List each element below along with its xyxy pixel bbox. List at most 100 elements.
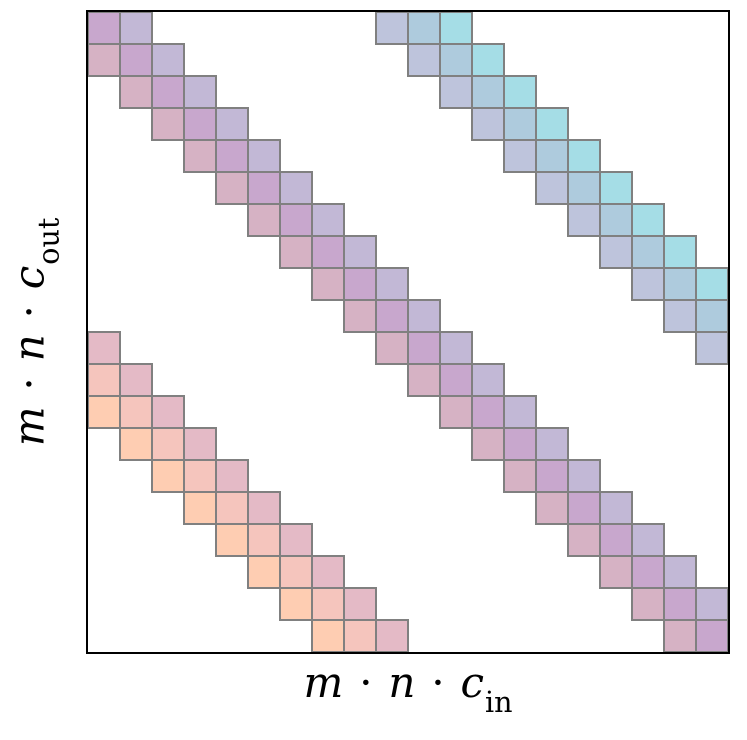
- matrix-cell: [311, 587, 345, 621]
- matrix-cell: [535, 139, 569, 173]
- matrix-cell: [279, 171, 313, 205]
- matrix-cell: [567, 171, 601, 205]
- matrix-cell: [247, 171, 281, 205]
- matrix-cell: [279, 203, 313, 237]
- matrix-cell: [279, 523, 313, 557]
- matrix-cell: [279, 555, 313, 589]
- matrix-cell: [311, 267, 345, 301]
- matrix-cell: [631, 235, 665, 269]
- matrix-cell: [311, 555, 345, 589]
- matrix-cell: [215, 491, 249, 525]
- matrix-cell: [471, 395, 505, 429]
- matrix-cell: [439, 12, 473, 45]
- matrix-cell: [695, 587, 728, 621]
- matrix-cell: [311, 619, 345, 652]
- matrix-cell: [215, 171, 249, 205]
- matrix-cell: [471, 43, 505, 77]
- matrix-cell: [535, 491, 569, 525]
- matrix-cell: [599, 171, 633, 205]
- matrix-cell: [663, 235, 697, 269]
- matrix-cell: [183, 459, 217, 493]
- matrix-cell: [119, 12, 153, 45]
- matrix-cell: [119, 363, 153, 397]
- matrix-cell: [151, 395, 185, 429]
- matrix-cell: [663, 267, 697, 301]
- matrix-cell: [535, 459, 569, 493]
- matrix-cell: [631, 203, 665, 237]
- matrix-cell: [599, 491, 633, 525]
- matrix-cell: [663, 555, 697, 589]
- matrix-cell: [471, 363, 505, 397]
- matrix-cell: [215, 523, 249, 557]
- matrix-cell: [88, 331, 121, 365]
- matrix-cells-layer: [88, 12, 728, 652]
- matrix-cell: [247, 523, 281, 557]
- matrix-cell: [503, 107, 537, 141]
- matrix-cell: [279, 235, 313, 269]
- matrix-cell: [471, 107, 505, 141]
- matrix-cell: [631, 555, 665, 589]
- matrix-cell: [567, 203, 601, 237]
- matrix-cell: [183, 107, 217, 141]
- matrix-cell: [343, 267, 377, 301]
- matrix-cell: [439, 43, 473, 77]
- matrix-cell: [119, 43, 153, 77]
- matrix-cell: [695, 267, 728, 301]
- matrix-cell: [599, 523, 633, 557]
- matrix-cell: [215, 107, 249, 141]
- matrix-cell: [471, 75, 505, 109]
- matrix-cell: [215, 139, 249, 173]
- matrix-cell: [88, 395, 121, 429]
- matrix-cell: [407, 299, 441, 333]
- matrix-cell: [503, 139, 537, 173]
- matrix-cell: [631, 523, 665, 557]
- matrix-cell: [599, 235, 633, 269]
- matrix-cell: [151, 107, 185, 141]
- matrix-cell: [183, 427, 217, 461]
- matrix-cell: [439, 331, 473, 365]
- matrix-cell: [407, 12, 441, 45]
- matrix-cell: [439, 395, 473, 429]
- matrix-cell: [535, 107, 569, 141]
- x-axis-label-subscript: in: [485, 684, 513, 719]
- matrix-cell: [599, 555, 633, 589]
- matrix-cell: [343, 235, 377, 269]
- matrix-cell: [215, 459, 249, 493]
- matrix-cell: [88, 12, 121, 45]
- matrix-cell: [695, 331, 728, 365]
- matrix-cell: [535, 427, 569, 461]
- matrix-cell: [695, 619, 728, 652]
- matrix-cell: [503, 395, 537, 429]
- matrix-cell: [375, 299, 409, 333]
- matrix-cell: [88, 43, 121, 77]
- matrix-cell: [471, 427, 505, 461]
- matrix-cell: [151, 43, 185, 77]
- matrix-cell: [407, 43, 441, 77]
- matrix-cell: [375, 331, 409, 365]
- matrix-cell: [503, 427, 537, 461]
- matrix-cell: [567, 491, 601, 525]
- matrix-cell: [631, 587, 665, 621]
- matrix-cell: [407, 363, 441, 397]
- matrix-cell: [247, 203, 281, 237]
- matrix-cell: [663, 587, 697, 621]
- x-axis-label: m ⋅ n ⋅ cin: [86, 658, 730, 719]
- matrix-cell: [311, 235, 345, 269]
- matrix-cell: [151, 75, 185, 109]
- matrix-cell: [503, 459, 537, 493]
- matrix-cell: [503, 75, 537, 109]
- matrix-cell: [119, 395, 153, 429]
- matrix-cell: [247, 555, 281, 589]
- matrix-cell: [343, 299, 377, 333]
- matrix-cell: [567, 139, 601, 173]
- matrix-cell: [247, 491, 281, 525]
- matrix-cell: [375, 267, 409, 301]
- matrix-cell: [151, 427, 185, 461]
- matrix-cell: [631, 267, 665, 301]
- matrix-cell: [183, 491, 217, 525]
- y-axis-label-subscript: out: [30, 217, 65, 265]
- x-axis-label-text: m ⋅ n ⋅ c: [303, 658, 486, 707]
- plot-area: [86, 10, 730, 654]
- matrix-cell: [535, 171, 569, 205]
